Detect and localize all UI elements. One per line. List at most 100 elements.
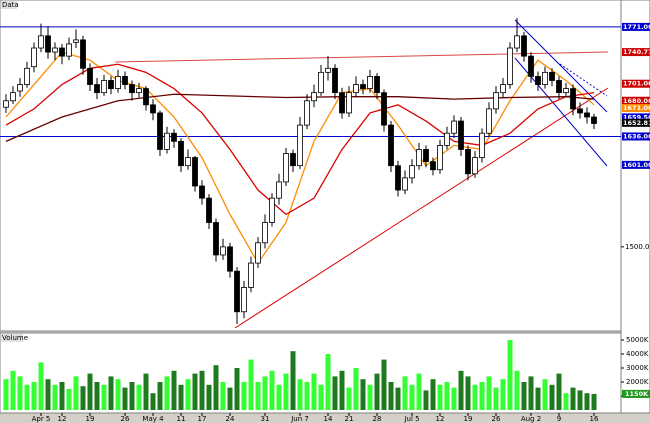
volume-bar: [577, 390, 583, 410]
candle-body: [24, 67, 30, 85]
candle-body: [507, 47, 513, 85]
x-tick-label: 31: [261, 415, 270, 423]
volume-bar: [514, 370, 520, 410]
volume-bar: [318, 384, 324, 410]
volume-tag: [622, 389, 650, 398]
volume-bar: [388, 382, 394, 410]
volume-bar: [241, 382, 247, 410]
candle-body: [297, 124, 303, 167]
price-panel: [0, 0, 622, 332]
volume-bar: [227, 387, 233, 410]
candle-body: [178, 140, 184, 167]
volume-bar: [255, 382, 261, 410]
candle-body: [171, 132, 177, 142]
candle-body: [339, 92, 345, 114]
volume-bar: [122, 387, 128, 410]
price-tag: [622, 113, 650, 122]
x-tick-label: 11: [177, 415, 186, 423]
candle-body: [374, 76, 380, 94]
volume-bar: [206, 384, 212, 410]
volume-bar: [339, 370, 345, 410]
candle-body: [108, 80, 114, 89]
volume-bar: [80, 386, 86, 410]
candle-body: [388, 124, 394, 167]
candle-body: [227, 246, 233, 272]
volume-bar: [213, 365, 219, 410]
candle-body: [402, 177, 408, 191]
candle-body: [353, 84, 359, 94]
candle-body: [381, 92, 387, 126]
candle-body: [136, 88, 142, 94]
volume-bar: [542, 379, 548, 410]
volume-tick-label: 3000K: [626, 364, 649, 372]
candle-body: [94, 84, 100, 94]
price-tag-label: 1659.50: [623, 113, 650, 121]
candle-body: [451, 120, 457, 134]
candle-body: [472, 157, 478, 175]
volume-bar: [52, 384, 58, 410]
candle-body: [514, 35, 520, 49]
volume-bar: [38, 362, 44, 410]
volume-bar: [297, 379, 303, 410]
candle-body: [241, 287, 247, 313]
volume-bar: [332, 376, 338, 410]
candle-body: [500, 84, 506, 94]
volume-bar: [283, 373, 289, 410]
volume-bar: [423, 390, 429, 410]
volume-bar: [493, 387, 499, 410]
volume-bar: [381, 359, 387, 410]
volume-bar: [87, 373, 93, 410]
volume-bar: [115, 379, 121, 410]
moving-average: [5, 51, 595, 265]
volume-bar: [479, 382, 485, 410]
y-tick-label: 1500.00: [625, 243, 650, 251]
candle-body: [3, 100, 9, 108]
volume-bar: [10, 370, 16, 410]
candle-body: [430, 161, 436, 171]
candle-body: [423, 149, 429, 163]
candle-body: [248, 262, 254, 288]
volume-bar: [73, 376, 79, 410]
candle-body: [38, 35, 44, 49]
candle-body: [157, 112, 163, 150]
x-tick-label: 14: [324, 415, 333, 423]
candle-body: [556, 80, 562, 94]
candle-body: [416, 149, 422, 167]
candle-body: [164, 132, 170, 150]
candle-body: [465, 149, 471, 175]
volume-title: Volume: [2, 334, 28, 342]
candle-body: [87, 67, 93, 85]
x-tick-label: Jun 7: [290, 415, 309, 423]
volume-bar: [507, 340, 513, 410]
price-tag-label: 1636.00: [623, 132, 650, 140]
candle-body: [262, 222, 268, 244]
candle-body: [591, 116, 597, 124]
price-tag: [622, 118, 650, 127]
candle-body: [199, 185, 205, 199]
candle-body: [17, 84, 23, 92]
volume-bar: [374, 373, 380, 410]
price-tag: [622, 104, 650, 113]
volume-bar: [31, 382, 37, 410]
volume-bar: [444, 382, 450, 410]
candle-body: [52, 47, 58, 53]
volume-bar: [570, 387, 576, 410]
candle-body: [129, 84, 135, 94]
volume-bar: [325, 354, 331, 410]
right-axis: [620, 0, 650, 414]
candle-body: [493, 92, 499, 110]
volume-bar: [101, 384, 107, 410]
moving-average: [5, 63, 595, 216]
x-tick-label: 9: [557, 415, 561, 423]
volume-bar: [353, 368, 359, 410]
x-tick-label: 12: [436, 415, 445, 423]
channel-line: [559, 63, 608, 97]
price-tag-label: 1601.00: [623, 161, 650, 169]
candle-body: [276, 181, 282, 199]
volume-bar: [192, 373, 198, 410]
candle-body: [325, 67, 331, 73]
candle-body: [584, 112, 590, 118]
volume-bar: [346, 387, 352, 410]
candle-body: [59, 47, 65, 57]
